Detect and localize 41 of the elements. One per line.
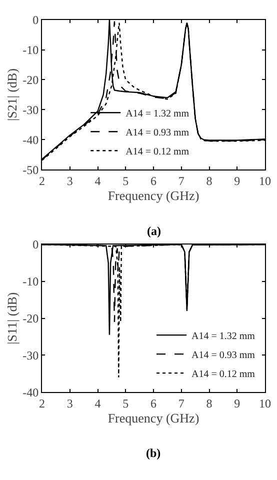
x-tick-label: 8 bbox=[206, 396, 212, 410]
x-axis-title: Frequency (GHz) bbox=[108, 188, 200, 204]
legend-label: A14 = 0.93 mm bbox=[126, 127, 190, 138]
y-axis-title: |S21| (dB) bbox=[4, 68, 20, 121]
x-tick-label: 6 bbox=[150, 396, 156, 410]
legend-label: A14 = 1.32 mm bbox=[192, 330, 256, 342]
x-tick-label: 4 bbox=[94, 396, 101, 410]
text: (b) bbox=[146, 446, 161, 460]
text: (a) bbox=[147, 224, 161, 238]
x-tick-label: 6 bbox=[150, 174, 156, 188]
x-tick-label: 5 bbox=[122, 396, 129, 410]
x-axis-title: Frequency (GHz) bbox=[108, 410, 200, 426]
y-tick-label: -30 bbox=[22, 348, 39, 362]
x-tick-label: 9 bbox=[234, 174, 240, 188]
x-tick-label: 3 bbox=[66, 396, 73, 410]
x-tick-label: 9 bbox=[234, 396, 240, 410]
x-tick-label: 2 bbox=[39, 174, 45, 188]
y-tick-label: -40 bbox=[22, 385, 39, 400]
x-tick-label: 7 bbox=[178, 396, 184, 410]
legend-label: A14 = 1.32 mm bbox=[126, 108, 190, 120]
x-tick-label: 10 bbox=[259, 396, 271, 410]
x-tick-label: 4 bbox=[94, 174, 101, 188]
x-tick-label: 3 bbox=[66, 174, 73, 188]
y-tick-label: -10 bbox=[22, 42, 39, 57]
y-tick-label: -10 bbox=[22, 274, 39, 289]
y-tick-label: 0 bbox=[32, 238, 39, 252]
legend-label: A14 = 0.12 mm bbox=[126, 146, 190, 158]
x-tick-label: 2 bbox=[39, 396, 45, 410]
x-tick-label: 7 bbox=[178, 174, 184, 188]
y-tick-label: 0 bbox=[32, 13, 39, 28]
y-tick-label: -40 bbox=[22, 132, 39, 147]
y-tick-label: -20 bbox=[22, 312, 39, 326]
x-tick-label: 5 bbox=[122, 174, 129, 188]
legend-label: A14 = 0.93 mm bbox=[192, 350, 256, 361]
y-tick-label: -30 bbox=[22, 102, 39, 117]
y-tick-label: -50 bbox=[22, 162, 39, 177]
y-tick-label: -20 bbox=[22, 72, 39, 87]
legend-label: A14 = 0.12 mm bbox=[192, 368, 256, 380]
x-tick-label: 8 bbox=[206, 174, 212, 188]
x-tick-label: 10 bbox=[259, 174, 271, 188]
y-axis-title: |S11| (dB) bbox=[4, 292, 20, 344]
